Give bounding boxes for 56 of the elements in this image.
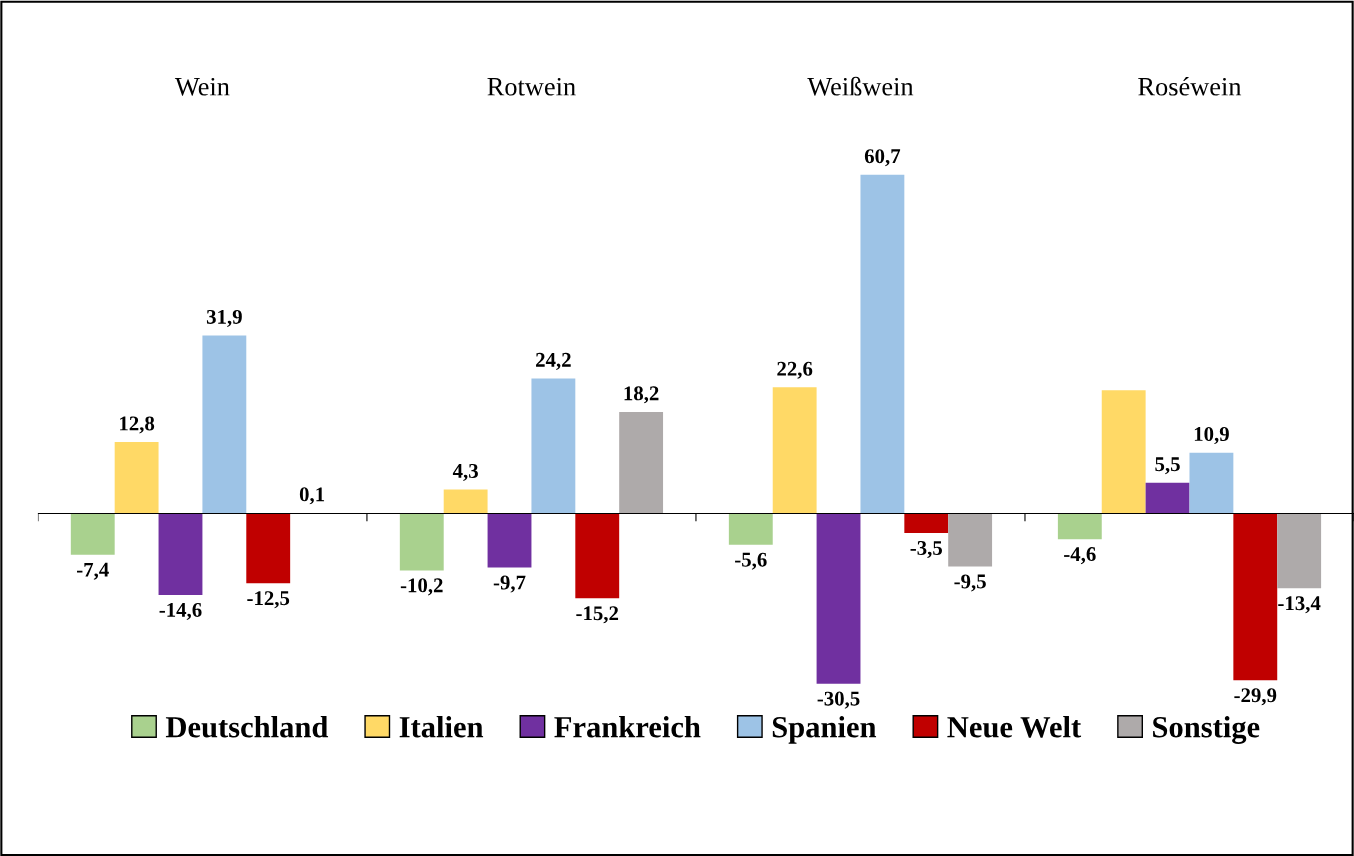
data-label: 60,7 [864,149,901,167]
x-tick-label: Wein [174,77,230,96]
legend-label: Neue Welt [947,715,1082,738]
bar [70,513,115,555]
data-label: -4,6 [1064,547,1096,565]
data-label: -15,2 [576,606,619,624]
x-tick-label: Roséwein [1138,77,1242,96]
legend-label: Spanien [772,715,877,744]
bar [487,513,532,568]
data-label: -29,9 [1234,688,1277,706]
legend-label: Deutschland [165,715,329,738]
bar [399,513,444,571]
bar [575,513,620,599]
data-label: -12,5 [247,591,290,609]
bar [772,387,817,514]
bar [1233,513,1278,681]
x-tick-label: Rotwein [487,77,576,96]
data-label: 0,1 [299,487,325,505]
bar [1277,513,1322,589]
bar [1145,482,1190,514]
bar [1057,513,1102,540]
data-label: -9,5 [954,574,986,592]
x-tick-label: Weißwein [807,76,914,96]
bar [816,513,861,684]
bar [860,174,905,514]
legend-label: Frankreich [554,715,701,738]
bar [904,513,949,533]
data-label: -3,5 [910,540,942,558]
bar [619,411,664,514]
data-label: -13,4 [1278,596,1321,614]
data-label: 22,6 [777,361,813,379]
data-label: -30,5 [817,691,860,709]
bar [202,335,247,514]
bar [114,442,159,514]
data-label: 10,9 [1194,427,1229,445]
bar [728,513,773,545]
bar [531,378,576,514]
data-label: 4,3 [452,463,478,481]
data-label: -10,2 [400,578,443,596]
data-label: -9,7 [493,575,526,593]
data-label: -5,6 [735,552,767,570]
data-label: 24,2 [536,352,571,370]
bar [158,513,203,595]
bar [948,513,993,567]
bar [1101,390,1146,514]
data-label: 12,8 [120,416,155,434]
data-label: 18,2 [624,386,659,404]
data-label: -7,4 [77,562,109,580]
bar [1189,452,1234,514]
data-label: -14,6 [159,602,202,620]
legend-label: Italien [399,715,484,738]
data-label: 31,9 [206,309,242,327]
data-label: 5,5 [1155,457,1180,475]
bar [246,513,291,584]
legend-label: Sonstige [1153,715,1260,744]
bar [443,489,488,514]
